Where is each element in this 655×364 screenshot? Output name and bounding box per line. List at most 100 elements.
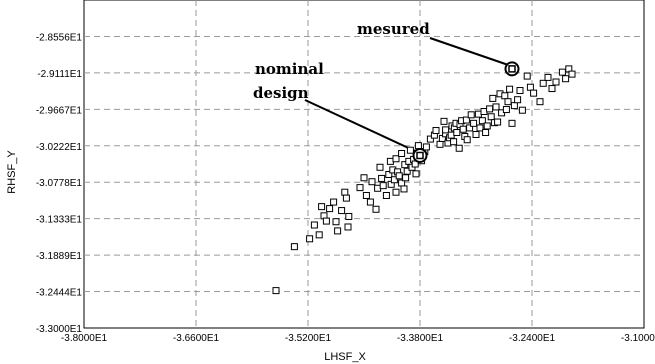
y-tick-label: -2.9111E1 (37, 69, 82, 80)
data-point (402, 174, 410, 182)
data-point (341, 188, 349, 196)
data-point (492, 103, 500, 111)
x-tick-label: -3.3800E1 (397, 333, 444, 344)
plot-area (83, 0, 645, 329)
y-tick-label: -3.3000E1 (36, 324, 83, 335)
data-point (426, 135, 434, 143)
data-point (530, 89, 538, 97)
data-point (382, 191, 390, 199)
data-point (344, 223, 352, 231)
data-point (334, 227, 342, 235)
data-point (385, 170, 393, 178)
data-point (306, 235, 314, 243)
highlight-point (416, 151, 424, 160)
data-point (422, 143, 430, 151)
callout-line (429, 37, 509, 66)
data-point (501, 92, 509, 100)
data-point (332, 218, 340, 226)
data-point (450, 138, 458, 146)
data-point (453, 129, 461, 137)
data-point (322, 217, 330, 225)
callout-line (304, 99, 417, 153)
data-point (345, 212, 353, 220)
y-tick-label: -3.1889E1 (36, 251, 83, 262)
data-point (310, 221, 318, 229)
data-point (548, 85, 556, 93)
data-point (472, 130, 480, 138)
data-point (379, 182, 387, 190)
data-point (326, 205, 334, 213)
data-point (462, 116, 470, 124)
data-point (494, 118, 502, 126)
data-point (360, 174, 368, 182)
data-point (470, 119, 478, 127)
data-point (483, 122, 491, 130)
x-tick-label: -3.8000E1 (61, 333, 108, 344)
data-point (378, 174, 386, 182)
data-point (504, 98, 512, 106)
data-point (506, 85, 514, 93)
data-point (482, 129, 490, 137)
data-point (338, 207, 346, 215)
data-point (544, 73, 552, 81)
data-point (510, 102, 518, 110)
data-point (442, 126, 450, 134)
highlighted-points (412, 61, 520, 163)
data-point (436, 140, 444, 148)
x-tick-label: -3.1000E1 (621, 333, 655, 344)
y-tick-label: -2.9667E1 (36, 105, 83, 116)
data-point (342, 194, 350, 202)
x-tick-label: -3.2400E1 (509, 333, 556, 344)
data-point (414, 142, 422, 150)
data-point (272, 287, 280, 295)
data-point (368, 178, 376, 186)
data-point (486, 105, 494, 113)
data-point (412, 170, 420, 178)
data-point (290, 243, 298, 251)
data-point (539, 79, 547, 87)
data-point (362, 191, 370, 199)
data-point (558, 68, 566, 76)
data-point (463, 136, 471, 144)
data-point (514, 96, 522, 104)
data-point (508, 119, 516, 127)
annotation-nominal-line2: design (253, 84, 309, 102)
data-point (466, 124, 474, 132)
y-tick-label: -3.1333E1 (36, 215, 83, 226)
data-point (315, 231, 323, 239)
data-point (366, 198, 374, 206)
y-tick-label: -2.8556E1 (36, 32, 83, 43)
tick-labels: -3.8000E1 -3.6600E1 -3.5200E1 -3.3800E1 -3.2… (36, 32, 655, 344)
data-point (395, 172, 403, 180)
x-tick-label: -3.5200E1 (285, 333, 332, 344)
data-point (432, 127, 440, 135)
data-point (403, 167, 411, 175)
data-point (392, 188, 400, 196)
data-point (467, 111, 475, 119)
data-point (536, 98, 544, 106)
data-point (330, 198, 338, 206)
data-point (400, 185, 408, 193)
data-point (552, 78, 560, 86)
data-point (392, 155, 400, 163)
data-point (455, 144, 463, 152)
data-point (376, 163, 384, 171)
y-tick-label: -3.2444E1 (36, 288, 83, 299)
x-axis-title: LHSF_X (324, 351, 366, 363)
data-point (523, 72, 531, 80)
data-point (516, 87, 524, 95)
data-point (390, 176, 398, 184)
data-point (478, 117, 486, 125)
callout-lines (304, 37, 509, 153)
data-point (562, 75, 570, 83)
x-tick-label: -3.6600E1 (173, 333, 220, 344)
annotation-mesured: mesured (357, 20, 430, 38)
y-tick-label: -3.0778E1 (36, 178, 83, 189)
data-point (440, 117, 448, 125)
data-point (372, 205, 380, 213)
data-point (489, 94, 497, 102)
data-point (568, 70, 576, 78)
data-point (502, 106, 510, 114)
data-point (459, 125, 467, 133)
